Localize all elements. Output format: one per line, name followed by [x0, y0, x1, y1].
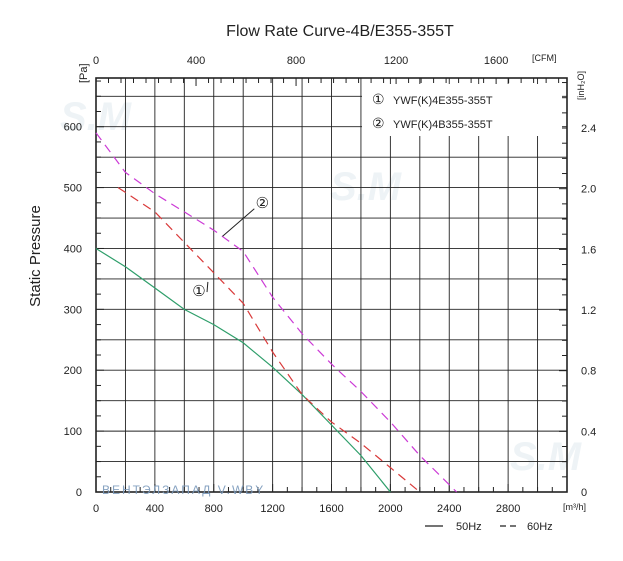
y-unit-right: [inH₂O]: [576, 71, 586, 100]
top-tick-label: 400: [187, 55, 205, 67]
y-tick-label: 200: [64, 365, 82, 377]
series-line-1-50Hz: [95, 247, 391, 493]
top-tick-labels: 0 400 800 1200 1600: [93, 55, 508, 67]
legend-box: [362, 84, 562, 136]
chart-grid: [96, 78, 567, 492]
y-unit-left: [Pa]: [78, 63, 90, 83]
x-tick-labels: 0 400 800 1200 1600 2000 2400 2800: [93, 503, 520, 515]
series-line-1-60Hz: [117, 187, 421, 493]
x-unit-top: [CFM]: [532, 53, 557, 63]
x-unit-bottom: [m³/h]: [563, 502, 586, 512]
x-tick-label: 1600: [319, 503, 343, 515]
y-tick-label: 600: [64, 122, 82, 134]
x-tick-label: 800: [205, 503, 223, 515]
y-axis-label: Static Pressure: [27, 205, 44, 307]
annotation-1-leader: [206, 281, 209, 293]
x-tick-label: 2400: [437, 503, 461, 515]
x-tick-label: 2800: [496, 503, 520, 515]
legend-label-1: YWF(K)4E355-355T: [393, 95, 493, 107]
right-tick-label: 2.0: [581, 184, 596, 196]
right-tick-labels: 0 0.4 0.8 1.2 1.6 2.0 2.4: [581, 123, 596, 499]
right-tick-label: 1.6: [581, 244, 596, 256]
x-tick-label: 0: [93, 503, 99, 515]
minor-ticks: [95, 78, 568, 493]
y-tick-label: 300: [64, 304, 82, 316]
y-tick-label: 0: [76, 487, 82, 499]
top-tick-label: 1600: [484, 55, 508, 67]
y-tick-labels: 0 100 200 300 400 500 600: [64, 122, 82, 499]
right-tick-label: 0.8: [581, 366, 596, 378]
legend-50hz: 50Hz: [456, 521, 482, 533]
right-tick-label: 0.4: [581, 426, 596, 438]
annotation-1-marker: ①: [192, 283, 205, 300]
bg-watermark-3: S.M: [510, 435, 583, 479]
chart-title: Flow Rate Curve-4B/E355-355T: [226, 23, 454, 40]
bg-watermark-2: S.M: [330, 165, 403, 209]
legend-60hz: 60Hz: [527, 521, 553, 533]
top-tick-label: 0: [93, 55, 99, 67]
annotation-2-leader: [222, 208, 255, 237]
x-tick-label: 400: [146, 503, 164, 515]
y-tick-label: 500: [64, 183, 82, 195]
x-tick-label: 1200: [260, 503, 284, 515]
y-tick-label: 400: [64, 243, 82, 255]
top-tick-label: 1200: [384, 55, 408, 67]
y-tick-label: 100: [64, 426, 82, 438]
series-line-2-60Hz: [95, 132, 458, 493]
legend-marker-2: ②: [372, 115, 385, 131]
right-tick-label: 2.4: [581, 123, 596, 135]
annotations: ①②: [192, 195, 269, 300]
right-tick-label: 0: [581, 487, 587, 499]
legend-marker-1: ①: [372, 91, 385, 107]
annotation-2-marker: ②: [256, 195, 269, 212]
legend-label-2: YWF(K)4B355-355T: [393, 119, 493, 131]
top-tick-label: 800: [287, 55, 305, 67]
right-tick-label: 1.2: [581, 305, 596, 317]
series-group: [95, 132, 458, 493]
x-tick-label: 2000: [378, 503, 402, 515]
watermark-text: ВЕНТЭЛЗАПАД V.WBY: [102, 483, 265, 497]
